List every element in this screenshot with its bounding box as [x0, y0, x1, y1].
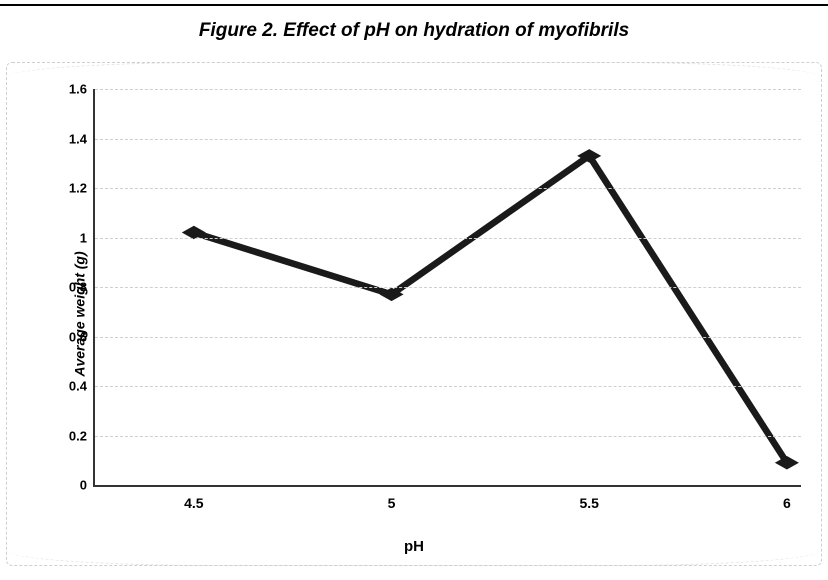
- y-tick-label: 1: [80, 230, 95, 245]
- top-horizontal-rule: [0, 4, 828, 6]
- grid-line: [95, 337, 801, 338]
- figure-title: Figure 2. Effect of pH on hydration of m…: [0, 20, 828, 42]
- y-tick-label: 0.8: [69, 280, 95, 295]
- x-axis-label: pH: [7, 538, 821, 555]
- data-line: [194, 156, 787, 463]
- data-marker: [776, 457, 798, 469]
- grid-line: [95, 238, 801, 239]
- plot-area: 00.20.40.60.811.21.41.64.555.56: [93, 89, 801, 487]
- grid-line: [95, 89, 801, 90]
- y-axis-label: Average weight (g): [72, 251, 88, 376]
- chart-panel: Average weight (g) pH 00.20.40.60.811.21…: [6, 62, 822, 566]
- x-tick-label: 5.5: [579, 485, 598, 511]
- y-tick-label: 1.2: [69, 181, 95, 196]
- y-tick-label: 0.4: [69, 379, 95, 394]
- x-tick-label: 5: [388, 485, 396, 511]
- y-tick-label: 0.6: [69, 329, 95, 344]
- grid-line: [95, 188, 801, 189]
- grid-line: [95, 386, 801, 387]
- grid-line: [95, 287, 801, 288]
- y-tick-label: 0.2: [69, 428, 95, 443]
- y-tick-label: 0: [80, 478, 95, 493]
- grid-line: [95, 139, 801, 140]
- x-tick-label: 4.5: [184, 485, 203, 511]
- grid-line: [95, 436, 801, 437]
- x-tick-label: 6: [783, 485, 791, 511]
- y-tick-label: 1.6: [69, 82, 95, 97]
- y-tick-label: 1.4: [69, 131, 95, 146]
